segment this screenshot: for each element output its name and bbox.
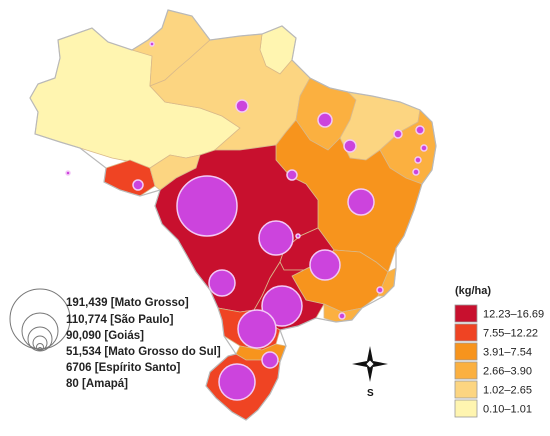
size-ring-2 [21,312,59,350]
bubble-goias [258,220,294,256]
size-legend-label-6: 80 [Amapá] [66,378,128,390]
size-legend-value: 80 [66,378,82,390]
size-legend-label-4: 51,534 [Mato Grosso do Sul] [66,346,221,358]
color-legend-swatch-3 [454,342,478,361]
color-legend-label-6: 0.10–1.01 [483,404,532,416]
bubble-rio-grande-do-sul [218,363,256,401]
color-legend-label-3: 3.91–7.54 [483,347,532,359]
size-legend-label-3: 90,090 [Goiás] [66,330,144,342]
bubble-tocantins [286,169,298,181]
bubble-para [235,99,249,113]
bubble-al [412,168,420,176]
bubble-ceara [393,129,403,139]
bubble-espirito-santo [376,286,384,294]
size-legend-state: [São Paulo] [110,314,173,326]
color-legend-title: (kg/ha) [455,285,491,297]
size-legend-label-5: 6706 [Espírito Santo] [66,362,181,374]
size-legend-state: [Goiás] [104,330,144,342]
bubble-minas-gerais [309,249,341,281]
size-legend-state: [Mato Grosso do Sul] [104,346,220,358]
compass-label: S [367,388,374,399]
color-legend-swatch-6 [454,399,478,418]
size-legend-value: 191,439 [66,297,111,309]
bubble-parana [237,309,277,349]
size-ring-6 [38,347,42,351]
color-legend-label-1: 12.23–16.69 [483,309,544,321]
size-legend-value: 110,774 [66,314,110,326]
bubble-mato-grosso [176,175,238,237]
bubble-goias-small [295,233,301,239]
bubble-rn [415,125,425,135]
bubble-piaui [343,139,357,153]
size-legend-value: 90,090 [66,330,104,342]
compass-diag [365,359,375,369]
bubble-bahia [347,188,375,216]
color-legend-swatch-1 [454,304,478,323]
country-outline [29,9,437,421]
color-legend-swatch-2 [454,323,478,342]
bubble-pb [420,144,428,152]
bubble-acre [132,179,144,191]
compass-east-point [370,361,388,367]
size-legend-state: [Espírito Santo] [95,362,181,374]
color-legend-swatch-5 [454,380,478,399]
compass-rose-icon: S [352,346,388,399]
size-legend-label-2: 110,774 [São Paulo] [66,314,174,326]
size-legend-value: 51,534 [66,346,104,358]
bubble-sao-paulo [261,285,303,327]
color-legend: (kg/ha) 12.23–16.69 7.55–12.22 3.91–7.54 2.… [454,285,544,418]
size-legend-value: 6706 [66,362,95,374]
color-legend-label-4: 2.66–3.90 [483,366,532,378]
size-legend: 191,439 [Mato Grosso] 110,774 [São Paulo… [9,288,221,390]
compass-north-point [367,346,373,364]
proportional-bubbles [65,41,428,401]
bubble-df [65,170,71,176]
color-legend-label-5: 1.02–2.65 [483,385,532,397]
size-legend-state: [Amapá] [82,378,128,390]
compass-west-point [352,361,370,367]
bubble-pe [414,156,422,164]
bubble-rio-de-janeiro [338,312,346,320]
size-legend-label-1: 191,439 [Mato Grosso] [66,297,189,309]
bubble-maranhao [317,112,333,128]
color-legend-label-2: 7.55–12.22 [483,328,538,340]
bubble-santa-catarina [261,351,279,369]
bubble-amapa [149,41,155,47]
size-ring-1 [9,288,71,350]
compass-south-point [367,364,373,382]
color-legend-swatch-4 [454,361,478,380]
bubble-ms [208,269,236,297]
size-legend-state: [Mato Grosso] [111,297,189,309]
